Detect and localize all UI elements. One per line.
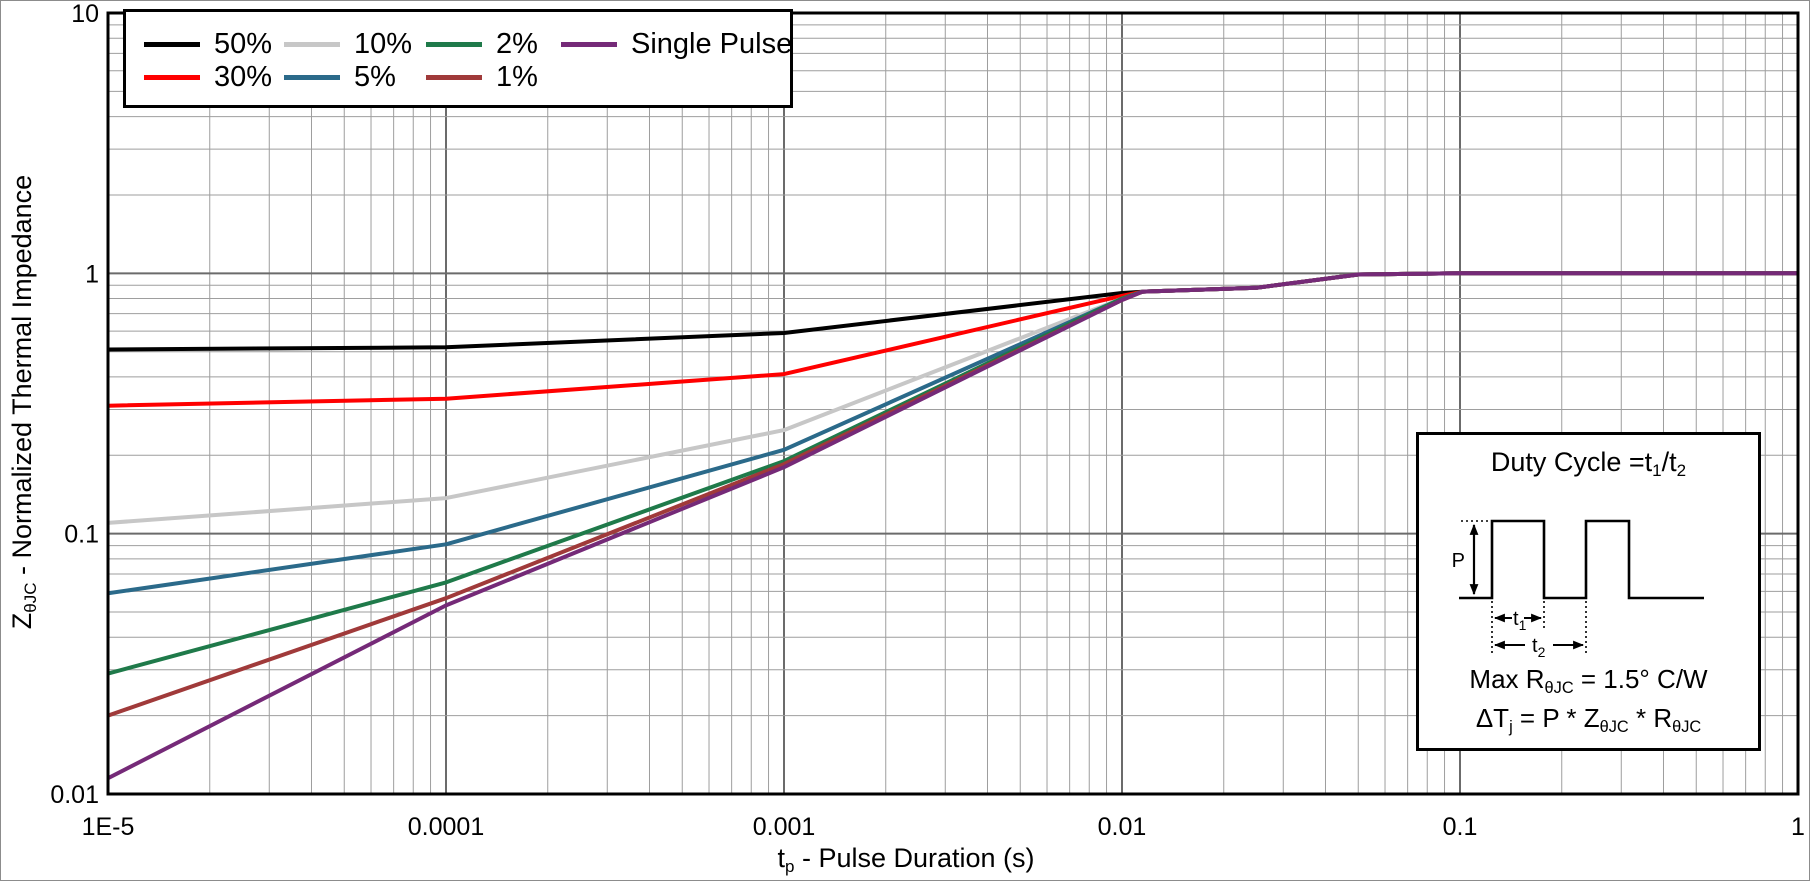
delta-t-s3: θJC xyxy=(1672,717,1702,736)
x-axis-title-main: t xyxy=(777,843,785,873)
delta-tj-formula: ΔTj = P * ZθJC * RθJC xyxy=(1419,703,1758,736)
series-group xyxy=(108,271,1798,781)
legend-item-50-: 50% xyxy=(144,28,284,61)
delta-t-s1: j xyxy=(1509,717,1513,736)
inset-title-p1: Duty Cycle =t xyxy=(1490,447,1653,477)
x-tick-label: 0.001 xyxy=(753,813,816,841)
max-r-s1: θJC xyxy=(1544,678,1574,697)
delta-t-p2: = P * Z xyxy=(1512,703,1600,733)
inset-title-s1: 1 xyxy=(1652,460,1662,480)
legend: 50% 30% 10% 5% 2% 1% Single Pulse xyxy=(123,9,793,108)
legend-item-single-pulse: Single Pulse xyxy=(561,28,792,61)
delta-t-s2: θJC xyxy=(1599,717,1629,736)
x-axis-title-rest: - Pulse Duration (s) xyxy=(794,843,1035,873)
series-30- xyxy=(108,271,1798,408)
delta-t-p3: * R xyxy=(1628,703,1673,733)
pulse-train xyxy=(1459,519,1704,600)
t2-label: t2 xyxy=(1532,635,1546,660)
legend-item-1-: 1% xyxy=(426,61,561,94)
x-tick-label: 0.01 xyxy=(1098,813,1147,841)
legend-label: 50% xyxy=(214,28,273,60)
x-tick-label: 1 xyxy=(1791,813,1805,841)
legend-swatch xyxy=(144,75,200,80)
duty-cycle-inset: Duty Cycle =t1/t2 P t1 t2 xyxy=(1416,432,1761,751)
t1-label: t1 xyxy=(1513,608,1527,633)
legend-label: 10% xyxy=(354,28,413,60)
legend-item-30-: 30% xyxy=(144,61,284,94)
series-single-pulse xyxy=(108,271,1798,781)
legend-label: 30% xyxy=(214,61,273,93)
inset-title: Duty Cycle =t1/t2 xyxy=(1419,447,1758,480)
x-axis-title: tp - Pulse Duration (s) xyxy=(556,843,1256,876)
legend-item-2-: 2% xyxy=(426,28,561,61)
legend-label: Single Pulse xyxy=(631,28,793,60)
x-tick-label: 0.1 xyxy=(1443,813,1478,841)
legend-swatch xyxy=(561,42,617,47)
x-tick-label: 1E-5 xyxy=(82,813,135,841)
legend-item-10-: 10% xyxy=(284,28,426,61)
series-50- xyxy=(108,271,1798,352)
plot-border xyxy=(106,11,1800,796)
duty-cycle-waveform: P t1 t2 xyxy=(1452,519,1704,660)
y-axis-title: ZθJC - Normalized Thermal Impedance xyxy=(7,2,40,802)
y-axis-title-sub: θJC xyxy=(20,582,40,613)
legend-swatch xyxy=(144,42,200,47)
x-axis-title-sub: p xyxy=(784,856,795,876)
inset-title-p2: /t xyxy=(1661,447,1677,477)
legend-grid: 50% 30% 10% 5% 2% 1% Single Pulse xyxy=(126,12,792,94)
max-r-p1: Max R xyxy=(1469,664,1545,694)
legend-label: 2% xyxy=(496,28,538,60)
max-rthjc-formula: Max RθJC = 1.5° C/W xyxy=(1419,664,1758,697)
y-axis-title-main: Z xyxy=(7,612,37,630)
legend-swatch xyxy=(284,42,340,47)
y-tick-label: 0.01 xyxy=(50,781,99,809)
max-r-p2: = 1.5° C/W xyxy=(1573,664,1708,694)
x-tick-label: 0.0001 xyxy=(408,813,484,841)
legend-item-5-: 5% xyxy=(284,61,426,94)
y-tick-label: 1 xyxy=(85,260,99,288)
legend-swatch xyxy=(284,75,340,80)
legend-label: 5% xyxy=(354,61,396,93)
y-axis-title-rest: - Normalized Thermal Impedance xyxy=(7,174,37,583)
inset-title-s2: 2 xyxy=(1676,460,1687,480)
y-tick-label: 0.1 xyxy=(64,521,99,549)
legend-swatch xyxy=(426,42,482,47)
legend-swatch xyxy=(426,75,482,80)
p-label: P xyxy=(1452,550,1465,572)
legend-label: 1% xyxy=(496,61,538,93)
y-tick-label: 10 xyxy=(71,1,99,28)
delta-t-p1: ΔT xyxy=(1475,703,1510,733)
